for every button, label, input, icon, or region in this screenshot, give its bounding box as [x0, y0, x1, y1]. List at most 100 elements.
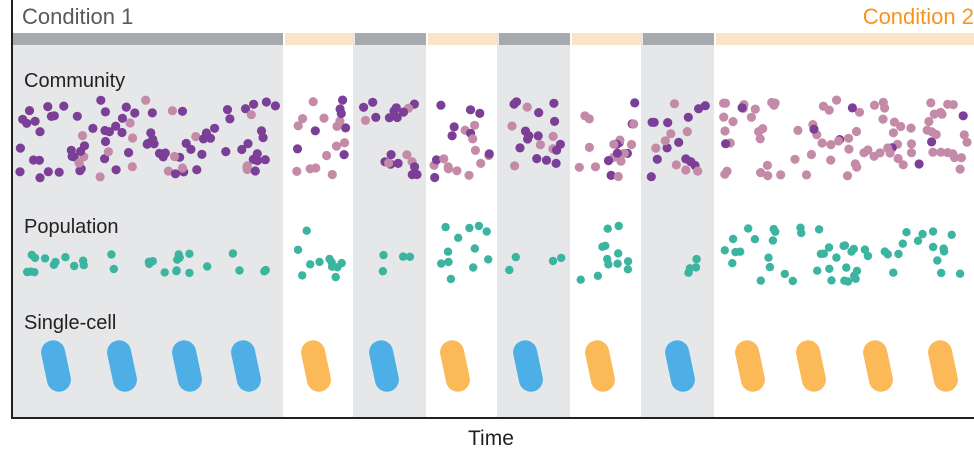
- community-dot-purple: [250, 166, 260, 176]
- population-dot: [894, 249, 903, 259]
- population-dot: [756, 276, 765, 285]
- single-cell-orange: [863, 340, 893, 392]
- community-dot-pink: [584, 142, 595, 152]
- single-cell-row-label: Single-cell: [24, 312, 117, 334]
- community-dot-pink: [693, 166, 703, 176]
- population-dot: [437, 259, 446, 268]
- community-dot-purple: [249, 99, 259, 109]
- community-dot-purple: [700, 101, 710, 111]
- community-dot-pink: [928, 147, 938, 157]
- cell-body: [41, 340, 71, 392]
- community-dot-pink: [806, 149, 817, 160]
- community-dot-pink: [507, 121, 517, 131]
- population-dot: [913, 236, 923, 245]
- population-dot: [601, 241, 610, 250]
- community-dot-purple: [104, 127, 114, 137]
- community-dot-pink: [327, 169, 337, 180]
- population-dot: [928, 227, 938, 236]
- community-dot-pink: [896, 121, 906, 132]
- population-row-label: Population: [24, 216, 119, 238]
- single-cell-orange: [301, 340, 331, 392]
- community-dot-pink: [931, 129, 941, 140]
- community-dot-pink: [888, 128, 899, 138]
- community-dot-pink: [584, 114, 594, 124]
- community-dot-purple: [809, 124, 819, 134]
- population-dot: [185, 268, 194, 278]
- population-dot: [293, 245, 303, 254]
- community-dot-pink: [948, 100, 958, 110]
- community-dot-pink: [720, 169, 730, 179]
- community-dot-purple: [552, 145, 562, 155]
- community-dot-pink: [167, 106, 177, 116]
- population-dot: [898, 239, 907, 248]
- community-dot-pink: [509, 161, 520, 171]
- population-dot: [505, 265, 514, 275]
- community-dot-pink: [832, 95, 842, 105]
- community-dot-purple: [410, 162, 420, 172]
- population-dot: [298, 271, 307, 280]
- community-dot-pink: [898, 160, 908, 170]
- community-dot-pink: [298, 114, 308, 124]
- community-dot-pink: [869, 100, 880, 110]
- community-dot-purple: [186, 144, 196, 154]
- population-dot: [604, 260, 613, 269]
- community-dot-pink: [332, 121, 342, 131]
- population-dot: [691, 263, 701, 272]
- community-dot-purple: [15, 167, 25, 177]
- community-dot-pink: [863, 145, 873, 155]
- community-dot-pink: [308, 97, 318, 107]
- population-dot: [511, 252, 520, 262]
- timeline-segment-condition-1: [12, 33, 283, 45]
- community-dot-pink: [629, 119, 639, 129]
- community-dot-pink: [666, 129, 676, 139]
- community-dot-purple: [662, 143, 672, 153]
- population-dot: [51, 257, 60, 267]
- community-dot-pink: [128, 133, 138, 143]
- single-cell-blue: [107, 340, 137, 392]
- community-dot-purple: [475, 108, 485, 118]
- population-dot: [144, 257, 153, 266]
- timeline-segment-condition-2: [285, 33, 353, 45]
- community-dot-pink: [762, 160, 773, 170]
- community-dot-pink: [878, 97, 888, 107]
- community-dot-purple: [35, 127, 45, 137]
- community-dot-pink: [95, 172, 105, 182]
- community-dot-purple: [649, 117, 659, 127]
- community-dot-purple: [430, 172, 440, 183]
- community-dot-pink: [929, 109, 939, 119]
- population-dot: [720, 246, 729, 255]
- population-dot: [474, 221, 484, 231]
- community-dot-pink: [770, 98, 780, 108]
- community-dot-purple: [192, 165, 202, 175]
- community-dot-purple: [15, 143, 25, 153]
- community-dot-purple: [914, 159, 924, 169]
- community-dot-pink: [720, 126, 730, 136]
- community-dot-purple: [384, 113, 394, 123]
- community-dot-purple: [88, 123, 98, 133]
- community-dot-pink: [924, 116, 934, 127]
- community-dot-pink: [926, 98, 936, 108]
- community-dot-pink: [609, 139, 619, 149]
- population-dot: [939, 247, 949, 256]
- community-dot-purple: [197, 149, 207, 159]
- community-dot-pink: [331, 141, 342, 151]
- community-dot-purple: [310, 126, 320, 136]
- community-dot-pink: [339, 138, 350, 148]
- population-dot: [788, 276, 797, 286]
- population-dot: [441, 222, 450, 232]
- community-row-label: Community: [24, 70, 126, 92]
- community-dot-pink: [750, 104, 760, 114]
- community-dot-pink: [949, 152, 960, 163]
- community-dots: [15, 95, 972, 183]
- timeline-segment-condition-1: [499, 33, 570, 45]
- community-dot-pink: [191, 131, 201, 142]
- population-dot: [850, 271, 859, 280]
- population-dot: [824, 243, 834, 252]
- community-dot-purple: [124, 148, 134, 158]
- community-dot-pink: [922, 125, 932, 135]
- community-dot-pink: [535, 140, 546, 150]
- community-dot-purple: [958, 111, 968, 121]
- population-dot: [623, 257, 633, 266]
- community-dot-purple: [149, 139, 159, 149]
- community-dot-purple: [130, 108, 140, 118]
